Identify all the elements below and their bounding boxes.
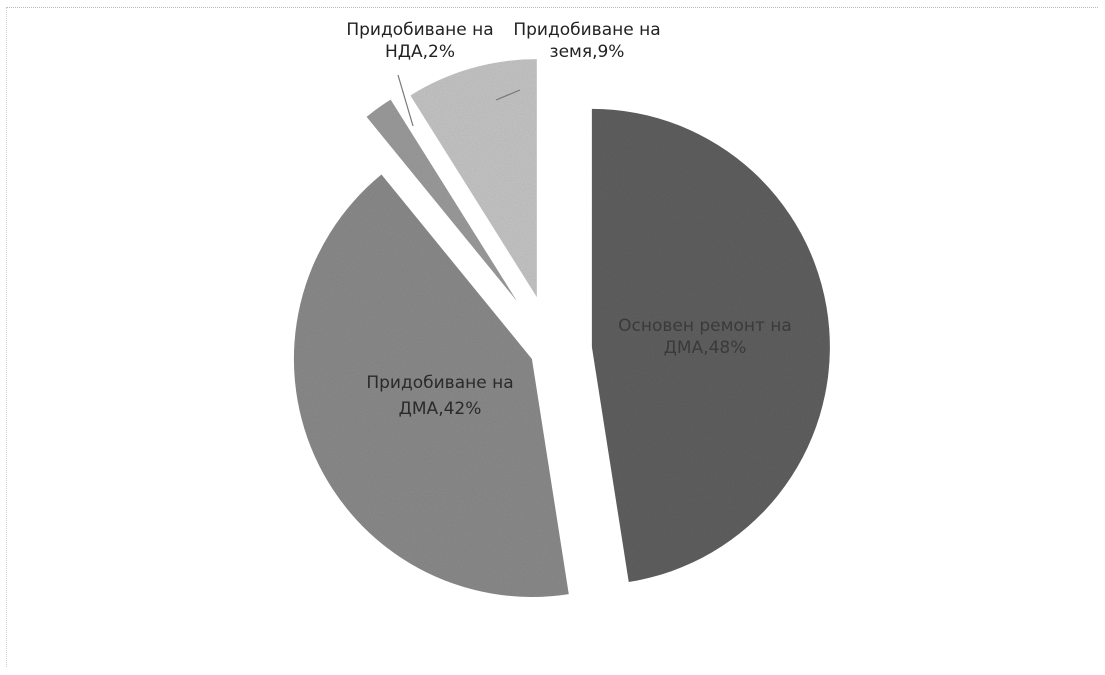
pie-slice bbox=[410, 59, 537, 298]
leader-line bbox=[397, 74, 414, 127]
pie-slice bbox=[293, 174, 569, 597]
leader-lines bbox=[397, 74, 521, 127]
pie-slice bbox=[591, 108, 830, 583]
leader-line bbox=[495, 89, 521, 101]
slice-label: Придобиване на ДМА,42% bbox=[366, 373, 513, 419]
slice-labels: Основен ремонт на ДМА,48% Придобиване на ДМ… bbox=[346, 20, 791, 419]
pie-slices bbox=[293, 59, 830, 597]
chart-frame bbox=[6, 7, 1098, 667]
slice-label: Основен ремонт на ДМА,48% bbox=[618, 316, 792, 358]
slice-label: Придобиване на НДА,2% bbox=[346, 20, 493, 62]
pie-slice bbox=[366, 99, 518, 302]
slice-label: Придобиване на земя,9% bbox=[513, 20, 660, 62]
